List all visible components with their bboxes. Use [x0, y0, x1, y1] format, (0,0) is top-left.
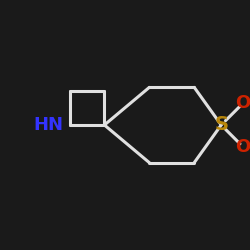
Text: S: S — [214, 116, 228, 134]
Text: O: O — [236, 138, 250, 156]
Text: HN: HN — [33, 116, 63, 134]
Text: O: O — [236, 94, 250, 112]
